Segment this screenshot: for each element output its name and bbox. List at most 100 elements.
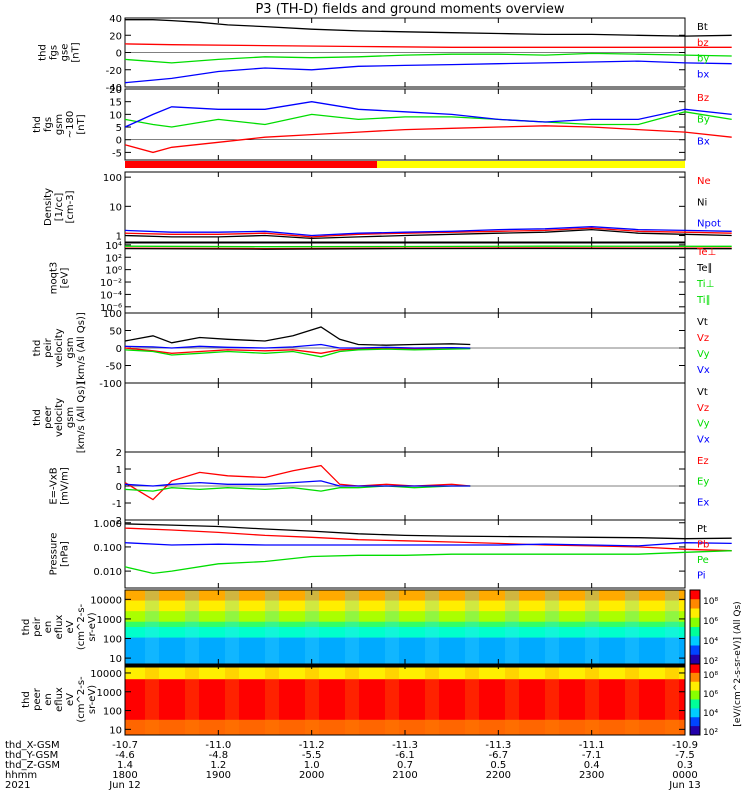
colorbar: 10⁸ 10⁶ 10⁴ 10² 10⁸ 10⁶ 10⁴ 10² [eV/(cm^2-s-sr-e… <box>689 589 743 738</box>
colorbar-segment <box>690 681 700 692</box>
y-tick-label: 5 <box>116 123 122 134</box>
y-tick-label: 40 <box>109 14 122 25</box>
heatmap-streak <box>625 590 639 664</box>
colorbar-segment <box>690 699 700 709</box>
heatmap-band <box>125 595 685 602</box>
legend-label: Npot <box>697 219 721 230</box>
x-axis-row-label: 2021 <box>5 780 30 791</box>
y-axis-label: en <box>43 693 54 706</box>
legend-label: Ti∥ <box>696 295 711 306</box>
legend-label: Te⊥ <box>696 247 716 258</box>
heatmap-band <box>125 684 685 690</box>
heatmap-band <box>125 679 685 685</box>
y-tick-label: -5 <box>112 148 122 159</box>
y-tick-label: 10⁴ <box>105 241 122 252</box>
x-axis-row-label: thd_Z-GSM <box>5 760 60 771</box>
series-line-Ex <box>124 480 471 487</box>
y-axis-label: [nT] <box>71 42 82 62</box>
x-tick-label: Jun 13 <box>668 780 701 791</box>
legend-label: Pb <box>697 540 709 551</box>
y-axis-label: thd <box>32 116 43 133</box>
y-axis-label: E=-VxB <box>49 467 60 504</box>
y-tick-label: 15 <box>109 98 122 109</box>
x-tick-label: 1.0 <box>304 760 320 771</box>
heatmap-streak <box>385 590 399 664</box>
y-tick-label: -20 <box>106 66 122 77</box>
heatmap-streak <box>665 664 679 735</box>
y-tick-label: 100 <box>103 173 122 184</box>
y-axis-label: gsm <box>54 114 65 135</box>
x-tick-label: 0.7 <box>397 760 413 771</box>
y-axis-label: Density <box>43 188 54 226</box>
y-tick-label: 100 <box>103 635 122 646</box>
panel-pressure: 1.000 0.100 0.010 Pressure [nPa] Pt Pb Pe Pi <box>49 519 732 589</box>
colorbar-tick-label: 10² <box>703 728 718 738</box>
colorbar-tick-label: 10⁴ <box>703 637 718 647</box>
colorbar-segment <box>690 708 700 718</box>
x-tick-label: Jun 12 <box>108 780 141 791</box>
colorbar-segment <box>690 645 700 656</box>
heatmap-streak <box>625 664 639 735</box>
colorbar-segment <box>690 599 700 609</box>
legend-label: Ex <box>697 497 709 508</box>
state-bar-yellow <box>377 161 685 168</box>
y-tick-label: 100 <box>103 707 122 718</box>
heatmap-streak <box>425 664 439 735</box>
heatmap-band <box>125 714 685 721</box>
y-axis-label: velocity <box>54 398 65 437</box>
panel-fgs_gse: 40 20 0 -20 -40 thd fgs gse [nT] Bt bz by bx <box>38 14 732 94</box>
y-tick-label: 1 <box>116 232 122 243</box>
x-tick-label: -11.2 <box>299 740 325 751</box>
series-line-Ni <box>124 228 732 240</box>
y-tick-label: 10² <box>105 253 122 264</box>
y-axis-label: sr-eV) <box>87 612 98 641</box>
legend-label: bx <box>697 69 709 80</box>
series-line-Bz <box>124 125 732 154</box>
series-line-Ne <box>124 227 732 238</box>
y-tick-label: 0.100 <box>93 543 122 554</box>
y-tick-label: 10 <box>109 654 122 665</box>
heatmap-streak <box>545 590 559 664</box>
y-tick-label: 1.000 <box>93 519 122 530</box>
heatmap-band <box>125 621 685 628</box>
legend-label: Bx <box>697 136 710 147</box>
colorbar-segment <box>690 627 700 637</box>
y-axis-label: (cm^2-s- <box>76 603 87 650</box>
y-tick-label: 10 <box>109 110 122 121</box>
x-tick-label: -7.5 <box>675 750 695 761</box>
colorbar-tick-label: 10⁸ <box>703 597 718 607</box>
legend-label: Vz <box>697 333 709 344</box>
heatmap-streak <box>665 590 679 664</box>
series-line-Pi <box>124 542 732 547</box>
state-bar-red <box>125 161 377 168</box>
heatmap-band <box>125 669 685 675</box>
heatmap-band <box>125 605 685 612</box>
x-tick-label: -11.3 <box>485 740 511 751</box>
legend-label: by <box>697 54 709 65</box>
colorbar-tick-label: 10⁶ <box>703 617 718 627</box>
x-tick-label: 2000 <box>299 770 324 781</box>
x-tick-label: -4.6 <box>115 750 135 761</box>
heatmap-streak <box>145 664 159 735</box>
y-tick-label: 100 <box>103 309 122 320</box>
y-tick-label: 20 <box>109 31 122 42</box>
legend-label: Ni <box>697 197 707 208</box>
y-axis-label: peer <box>43 405 54 429</box>
y-axis-label: ~180 <box>65 111 76 138</box>
series-line-Te∥ <box>124 247 732 250</box>
x-tick-label: 2300 <box>579 770 604 781</box>
legend-label: Pi <box>697 571 706 582</box>
y-axis-label: eV <box>65 693 76 706</box>
series-line-bz <box>124 43 732 48</box>
y-tick-label: 10⁰ <box>105 266 122 277</box>
heatmap-streak <box>505 664 519 735</box>
x-tick-label: 0.3 <box>677 760 693 771</box>
y-tick-label: 1000 <box>97 615 122 626</box>
y-axis-label: gsm <box>65 337 76 358</box>
series-line-Vx <box>124 343 471 349</box>
x-tick-label: -11.1 <box>579 740 605 751</box>
legend-label: Pe <box>697 555 709 566</box>
y-axis-label: en <box>43 621 54 634</box>
y-tick-label: 0.010 <box>93 567 122 578</box>
heatmap-band <box>125 632 685 639</box>
